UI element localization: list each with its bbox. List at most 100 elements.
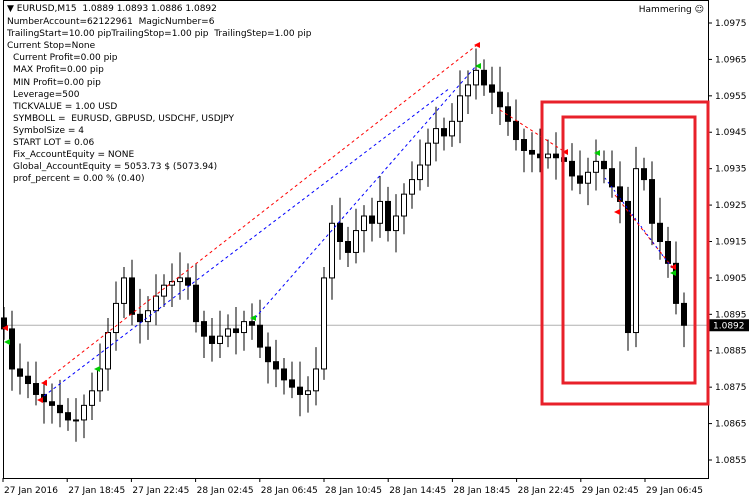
sell-arrow-marker bbox=[614, 209, 620, 215]
bear-candle bbox=[369, 215, 375, 224]
bull-candle bbox=[409, 179, 415, 195]
bear-candle bbox=[193, 284, 199, 323]
bear-candle bbox=[129, 277, 135, 315]
sell-arrow-marker bbox=[474, 42, 480, 48]
y-tick-label: 1.0855 bbox=[715, 456, 747, 466]
bear-candle bbox=[185, 277, 191, 286]
bull-candle bbox=[89, 390, 95, 406]
bear-candle bbox=[385, 200, 391, 232]
bear-candle bbox=[9, 328, 15, 370]
x-tick-label: 27 Jan 18:45 bbox=[68, 486, 125, 496]
bear-candle bbox=[25, 375, 31, 385]
buy-arrow-marker bbox=[94, 366, 100, 372]
bull-candle bbox=[633, 168, 639, 334]
y-tick-label: 1.0935 bbox=[715, 165, 747, 175]
smiley-icon: ☺ bbox=[691, 5, 704, 15]
bear-candle bbox=[649, 179, 655, 224]
bear-candle bbox=[281, 368, 287, 381]
bull-candle bbox=[433, 128, 439, 144]
bull-candle bbox=[329, 222, 335, 279]
bull-candle bbox=[217, 335, 223, 344]
x-tick-label: 29 Jan 06:45 bbox=[646, 486, 703, 496]
buy-arrow-marker bbox=[4, 339, 10, 345]
y-tick-label: 1.0925 bbox=[715, 201, 747, 211]
sell-arrow-marker bbox=[37, 397, 43, 403]
y-tick-label: 1.0885 bbox=[715, 347, 747, 357]
info-line: SYMBOLL = EURUSD, GBPUSD, USDCHF, USDJPY bbox=[13, 113, 235, 124]
info-line: MIN Profit=0.00 pip bbox=[13, 77, 101, 88]
bear-candle bbox=[569, 160, 575, 177]
bull-candle bbox=[321, 277, 327, 370]
y-tick-label: 1.0975 bbox=[715, 19, 747, 29]
bear-candle bbox=[137, 313, 143, 323]
bull-candle bbox=[169, 281, 175, 286]
sell-arrow-marker bbox=[41, 380, 47, 386]
y-tick-label: 1.0895 bbox=[715, 310, 747, 320]
info-line: NumberAccount=62122961 MagicNumber=6 bbox=[7, 17, 215, 28]
bear-candle bbox=[681, 302, 687, 326]
y-tick-label: 1.0875 bbox=[715, 383, 747, 393]
bear-candle bbox=[617, 186, 623, 202]
x-tick-label: 28 Jan 22:45 bbox=[518, 486, 575, 496]
info-line: Leverage=500 bbox=[13, 89, 80, 100]
bull-candle bbox=[361, 215, 367, 232]
bear-candle bbox=[249, 321, 255, 326]
bear-candle bbox=[513, 120, 519, 141]
bear-candle bbox=[49, 401, 55, 406]
y-tick-label: 1.0915 bbox=[715, 237, 747, 247]
trade-line-red bbox=[499, 109, 566, 153]
info-line: START LOT = 0.06 bbox=[13, 138, 95, 149]
bull-candle bbox=[113, 302, 119, 334]
bear-candle bbox=[289, 379, 295, 388]
bull-candle bbox=[449, 120, 455, 137]
x-tick-label: 27 Jan 22:45 bbox=[132, 486, 189, 496]
info-line: MAX Profit=0.00 pip bbox=[13, 65, 104, 76]
bull-candle bbox=[153, 295, 159, 312]
trade-line-blue bbox=[254, 65, 477, 319]
chart-symbol-header: ▼ EURUSD,M15 1.0889 1.0893 1.0886 1.0892 bbox=[7, 4, 217, 14]
bear-candle bbox=[33, 383, 39, 395]
bear-candle bbox=[57, 404, 63, 414]
info-line: prof_percent = 0.00 % (0.40) bbox=[13, 174, 145, 185]
bull-candle bbox=[177, 277, 183, 283]
bull-candle bbox=[377, 200, 383, 224]
bull-candle bbox=[545, 153, 551, 159]
bear-candle bbox=[265, 346, 271, 363]
bull-candle bbox=[353, 230, 359, 253]
bear-candle bbox=[521, 139, 527, 151]
bear-candle bbox=[297, 386, 303, 395]
buy-arrow-marker bbox=[594, 150, 600, 156]
bull-candle bbox=[425, 142, 431, 166]
ea-info-panel: NumberAccount=62122961 MagicNumber=6 Trai… bbox=[7, 4, 311, 185]
buy-arrow-marker bbox=[475, 63, 481, 69]
y-tick-label: 1.0905 bbox=[715, 274, 747, 284]
trade-line-blue bbox=[604, 177, 673, 269]
info-line: TICKVALUE = 1.00 USD bbox=[13, 101, 118, 112]
bull-candle bbox=[593, 160, 599, 173]
indicator-label: Hammering ☺ bbox=[638, 5, 704, 15]
bull-candle bbox=[465, 84, 471, 97]
bear-candle bbox=[553, 153, 559, 159]
bull-candle bbox=[121, 277, 127, 304]
x-tick-label: 28 Jan 18:45 bbox=[453, 486, 510, 496]
bear-candle bbox=[497, 91, 503, 108]
bull-candle bbox=[81, 404, 87, 421]
bull-candle bbox=[145, 310, 151, 323]
info-line: SymbolSize = 4 bbox=[13, 125, 84, 136]
bull-candle bbox=[161, 284, 167, 297]
bull-candle bbox=[97, 368, 103, 392]
bear-candle bbox=[577, 175, 583, 184]
sell-arrow-marker bbox=[562, 149, 568, 155]
bull-candle bbox=[473, 69, 479, 86]
bear-candle bbox=[201, 321, 207, 337]
buy-arrow-marker bbox=[670, 270, 676, 276]
x-tick-label: 28 Jan 06:45 bbox=[261, 486, 318, 496]
bear-candle bbox=[257, 324, 263, 348]
info-line: Current Profit=0.00 pip bbox=[13, 53, 118, 64]
trade-line-blue bbox=[43, 87, 451, 397]
bear-candle bbox=[17, 368, 23, 377]
trade-line-red bbox=[43, 44, 478, 383]
info-line: TrailingStart=10.00 pipTrailingStop=1.00… bbox=[7, 29, 312, 40]
bull-candle bbox=[225, 328, 231, 337]
